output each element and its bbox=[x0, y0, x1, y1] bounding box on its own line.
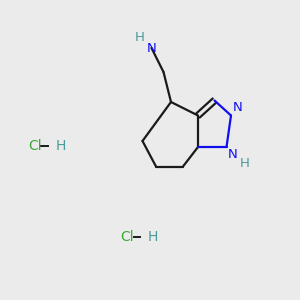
Text: N: N bbox=[228, 148, 238, 161]
Text: H: H bbox=[148, 230, 158, 244]
Text: H: H bbox=[240, 157, 250, 170]
Text: Cl: Cl bbox=[120, 230, 134, 244]
Text: N: N bbox=[232, 101, 242, 114]
Text: H: H bbox=[56, 139, 66, 152]
Text: N: N bbox=[147, 41, 156, 55]
Text: H: H bbox=[135, 31, 144, 44]
Text: Cl: Cl bbox=[28, 139, 41, 152]
